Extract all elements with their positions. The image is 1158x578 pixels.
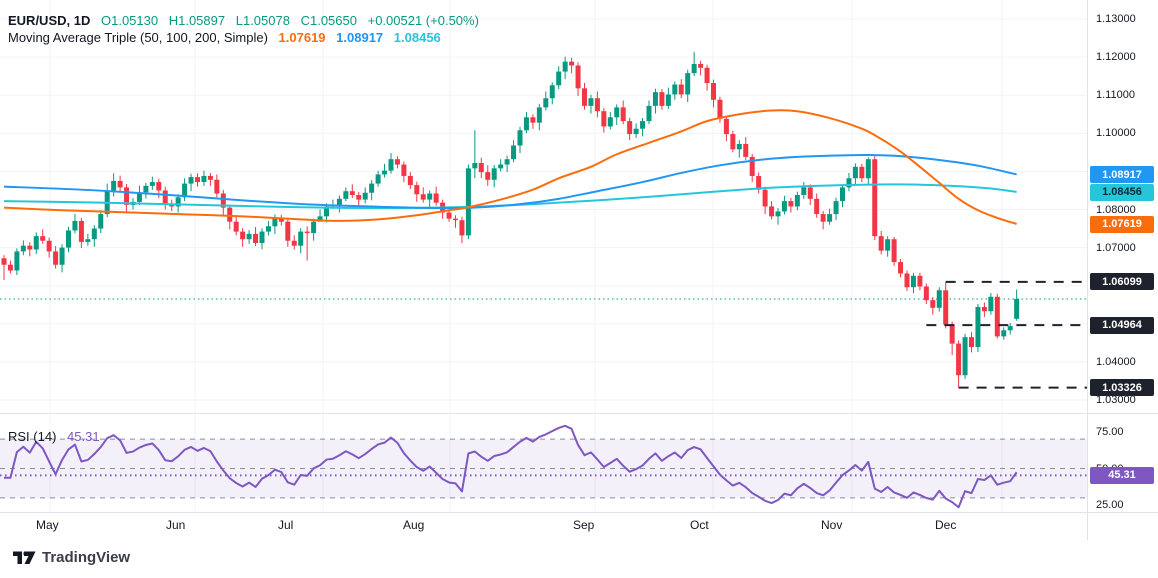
price-axis-label: 1.08000	[1096, 203, 1136, 216]
time-axis-month-label: Dec	[935, 518, 957, 532]
price-axis-label: 1.07000	[1096, 241, 1136, 254]
ohlc-close: C1.05650	[300, 13, 357, 28]
price-badge: 1.04964	[1090, 316, 1154, 334]
tradingview-logo-icon	[13, 551, 36, 564]
price-axis-label: 1.10000	[1096, 127, 1136, 140]
price-badge: 1.08917	[1090, 166, 1154, 184]
ohlc-open: O1.05130	[100, 13, 159, 28]
price-axis-label: 1.11000	[1096, 89, 1135, 102]
time-axis-month-label: Sep	[573, 518, 595, 532]
time-axis-month-label: Aug	[403, 518, 425, 532]
time-axis-month-label: May	[36, 518, 59, 532]
rsi-value: 45.31	[67, 429, 100, 444]
rsi-axis-label: 75.00	[1096, 425, 1124, 438]
rsi-indicator-title[interactable]: RSI (14)	[8, 429, 57, 444]
price-badge: 1.07619	[1090, 215, 1154, 233]
tradingview-logo-text: TradingView	[42, 549, 131, 566]
ohlc-low: L1.05078	[235, 13, 290, 28]
price-badge: 1.08456	[1090, 183, 1154, 201]
time-axis-month-label: Jul	[278, 518, 294, 532]
price-axis-label: 1.12000	[1096, 51, 1136, 64]
ma-indicator-title[interactable]: Moving Average Triple (50, 100, 200, Sim…	[8, 30, 268, 45]
rsi-axis-label: 25.00	[1096, 499, 1124, 512]
tradingview-logo[interactable]: TradingView	[13, 548, 130, 567]
price-badge: 1.03326	[1090, 379, 1154, 397]
price-axis-label: 1.13000	[1096, 13, 1136, 25]
ohlc-change: +0.00521 (+0.50%)	[367, 13, 479, 28]
price-axis-label: 1.04000	[1096, 355, 1136, 368]
time-axis-month-label: Oct	[690, 518, 709, 532]
price-badge: 1.06099	[1090, 273, 1154, 291]
time-axis-month-label: Jun	[166, 518, 186, 532]
ma200-value: 1.08456	[393, 30, 441, 45]
symbol-title[interactable]: EUR/USD, 1D	[8, 13, 91, 28]
rsi-value-badge: 45.31	[1090, 466, 1154, 484]
ma-legend-row: Moving Average Triple (50, 100, 200, Sim…	[8, 30, 441, 45]
ohlc-high: H1.05897	[168, 13, 226, 28]
symbol-legend-row: EUR/USD, 1D O1.05130 H1.05897 L1.05078 C…	[8, 13, 479, 28]
ma50-value: 1.07619	[278, 30, 326, 45]
price-axis-label: 1.03000	[1096, 394, 1136, 406]
ma100-value: 1.08917	[336, 30, 384, 45]
time-axis-month-label: Nov	[821, 518, 843, 532]
rsi-legend-row: RSI (14) 45.31	[8, 429, 100, 444]
